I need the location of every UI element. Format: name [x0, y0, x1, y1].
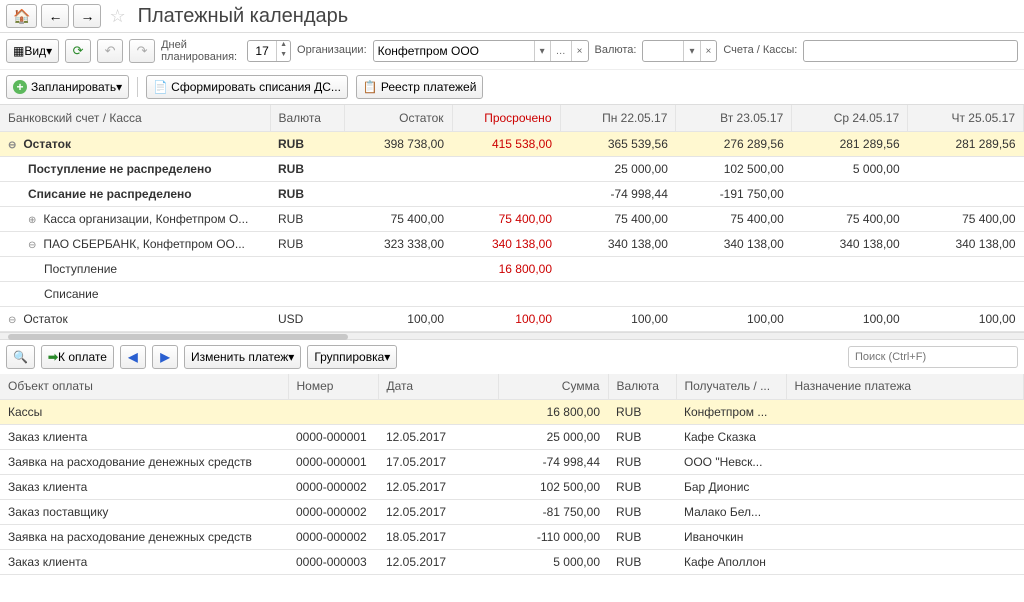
days-down[interactable]: ▼ — [277, 51, 290, 61]
col-header[interactable]: Назначение платежа — [786, 374, 1024, 400]
expand-icon[interactable]: ⊖ — [28, 240, 40, 251]
next-icon: ▶ — [160, 350, 169, 364]
currency-label: Валюта: — [595, 44, 637, 57]
col-header[interactable]: Вт 23.05.17 — [676, 105, 792, 131]
currency-clear-icon[interactable]: × — [700, 41, 717, 61]
org-clear-icon[interactable]: × — [571, 41, 588, 61]
table-row[interactable]: ⊖ ОстатокUSD100,00100,00100,00100,00100,… — [0, 306, 1024, 331]
h-scrollbar[interactable] — [0, 332, 1024, 340]
table-row[interactable]: Кассы16 800,00RUBКонфетпром ... — [0, 400, 1024, 425]
forward-button[interactable]: → — [73, 4, 101, 28]
to-pay-icon: ➡ — [48, 350, 58, 364]
col-header[interactable]: Валюта — [608, 374, 676, 400]
detail-table: Объект оплатыНомерДатаСуммаВалютаПолучат… — [0, 374, 1024, 576]
currency-input[interactable] — [643, 44, 683, 58]
scroll-thumb[interactable] — [8, 334, 348, 340]
table-row[interactable]: Заявка на расходование денежных средств0… — [0, 525, 1024, 550]
col-header[interactable]: Чт 25.05.17 — [908, 105, 1024, 131]
params-bar: ▦ Вид ▾ ⟳ ↶ ↷ Дней планирования: ▲▼ Орга… — [0, 33, 1024, 69]
undo-icon: ↶ — [105, 43, 116, 59]
form-button-label: Сформировать списания ДС... — [171, 80, 341, 94]
org-dropdown-icon[interactable]: ▾ — [534, 41, 550, 61]
expand-icon[interactable]: ⊖ — [8, 315, 20, 326]
registry-button[interactable]: 📋Реестр платежей — [356, 75, 484, 99]
next-button[interactable]: ▶ — [152, 345, 178, 369]
org-input[interactable] — [374, 44, 534, 58]
undo-button[interactable]: ↶ — [97, 39, 123, 63]
table-row[interactable]: Заказ клиента0000-00000212.05.2017102 50… — [0, 475, 1024, 500]
table-row[interactable]: ⊖ ОстатокRUB398 738,00415 538,00365 539,… — [0, 131, 1024, 156]
home-button[interactable]: 🏠 — [6, 4, 37, 28]
search-input[interactable] — [848, 346, 1018, 368]
separator — [137, 77, 138, 97]
list-icon: 📋 — [363, 80, 378, 94]
doc-icon: 📄 — [153, 80, 168, 94]
col-header[interactable]: Ср 24.05.17 — [792, 105, 908, 131]
prev-button[interactable]: ◀ — [120, 345, 146, 369]
edit-payment-button[interactable]: Изменить платеж ▾ — [184, 345, 301, 369]
col-header[interactable]: Дата — [378, 374, 498, 400]
table-row[interactable]: Заявка на расходование денежных средств0… — [0, 450, 1024, 475]
currency-select[interactable]: ▾ × — [642, 40, 717, 62]
org-label: Организации: — [297, 44, 367, 57]
org-dots-icon[interactable]: … — [550, 41, 571, 61]
favorite-icon[interactable]: ☆ — [109, 6, 125, 27]
to-pay-button[interactable]: ➡ К оплате — [41, 345, 114, 369]
col-header[interactable]: Остаток — [344, 105, 452, 131]
table-row[interactable]: ⊖ ПАО СБЕРБАНК, Конфетпром ОО...RUB323 3… — [0, 231, 1024, 256]
page-title: Платежный календарь — [138, 5, 349, 28]
detail-toolbar: 🔍 ➡ К оплате ◀ ▶ Изменить платеж ▾ Групп… — [0, 340, 1024, 374]
redo-icon: ↷ — [137, 43, 148, 59]
search-box — [848, 346, 1018, 368]
table-row[interactable]: Заказ клиента0000-00000312.05.20175 000,… — [0, 550, 1024, 575]
prev-icon: ◀ — [128, 350, 137, 364]
back-button[interactable]: ← — [41, 4, 69, 28]
expand-icon[interactable]: ⊕ — [28, 215, 40, 226]
account-input[interactable] — [804, 44, 964, 58]
currency-dropdown-icon[interactable]: ▾ — [683, 41, 699, 61]
detail-table-header: Объект оплатыНомерДатаСуммаВалютаПолучат… — [0, 374, 1024, 400]
account-select[interactable] — [803, 40, 1018, 62]
search-button[interactable]: 🔍 — [6, 345, 35, 369]
view-button-label: Вид — [24, 44, 46, 58]
table-row[interactable]: Заказ клиента0000-00000112.05.201725 000… — [0, 425, 1024, 450]
refresh-icon: ⟳ — [73, 43, 84, 59]
table-row[interactable]: ⊕ Касса организации, Конфетпром О...RUB7… — [0, 206, 1024, 231]
grouping-button[interactable]: Группировка ▾ — [307, 345, 397, 369]
col-header[interactable]: Сумма — [498, 374, 608, 400]
days-label: Дней планирования: — [161, 39, 241, 63]
col-header[interactable]: Номер — [288, 374, 378, 400]
edit-payment-label: Изменить платеж — [191, 350, 288, 364]
days-spinner[interactable]: ▲▼ — [247, 40, 291, 62]
grouping-label: Группировка — [314, 350, 384, 364]
table-row[interactable]: Поступление16 800,00 — [0, 256, 1024, 281]
view-button[interactable]: ▦ Вид ▾ — [6, 39, 59, 63]
redo-button[interactable]: ↷ — [129, 39, 155, 63]
table-row[interactable]: Списание не распределеноRUB-74 998,44-19… — [0, 181, 1024, 206]
calendar-table: Банковский счет / КассаВалютаОстатокПрос… — [0, 105, 1024, 332]
table-row[interactable]: Поступление не распределеноRUB25 000,001… — [0, 156, 1024, 181]
account-label: Счета / Кассы: — [723, 44, 797, 57]
registry-button-label: Реестр платежей — [381, 80, 477, 94]
form-button[interactable]: 📄Сформировать списания ДС... — [146, 75, 348, 99]
action-bar: Запланировать ▾ 📄Сформировать списания Д… — [0, 69, 1024, 105]
plan-button-label: Запланировать — [31, 80, 116, 94]
refresh-button[interactable]: ⟳ — [65, 39, 91, 63]
col-header[interactable]: Просрочено — [452, 105, 560, 131]
to-pay-label: К оплате — [58, 350, 107, 364]
org-select[interactable]: ▾ … × — [373, 40, 589, 62]
expand-icon[interactable]: ⊖ — [8, 140, 20, 151]
col-header[interactable]: Объект оплаты — [0, 374, 288, 400]
col-header[interactable]: Банковский счет / Касса — [0, 105, 270, 131]
top-nav-bar: 🏠 ← → ☆ Платежный календарь — [0, 0, 1024, 33]
table-row[interactable]: Списание — [0, 281, 1024, 306]
days-input[interactable] — [248, 44, 276, 58]
col-header[interactable]: Валюта — [270, 105, 344, 131]
plan-button[interactable]: Запланировать ▾ — [6, 75, 129, 99]
col-header[interactable]: Получатель / ... — [676, 374, 786, 400]
calendar-table-header: Банковский счет / КассаВалютаОстатокПрос… — [0, 105, 1024, 131]
days-up[interactable]: ▲ — [277, 41, 290, 51]
table-row[interactable]: Заказ поставщику0000-00000212.05.2017-81… — [0, 500, 1024, 525]
col-header[interactable]: Пн 22.05.17 — [560, 105, 676, 131]
